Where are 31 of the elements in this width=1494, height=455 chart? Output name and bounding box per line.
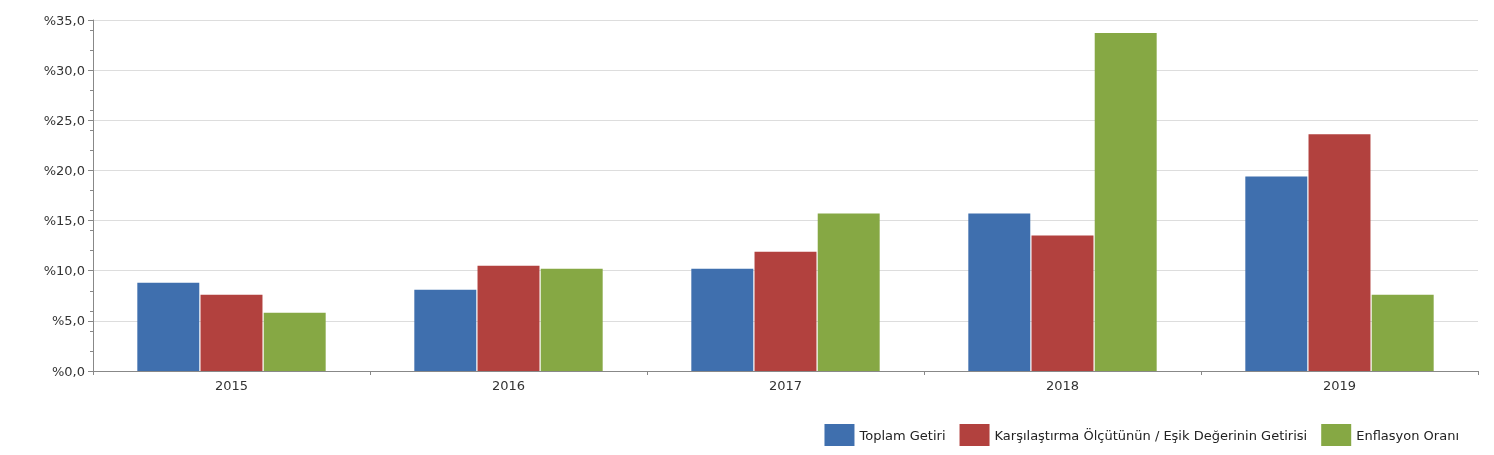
legend-label: Karşılaştırma Ölçütünün / Eşik Değerinin Getirisi	[994, 426, 1308, 443]
y-tick-label: %15,0	[43, 213, 85, 229]
bar	[263, 312, 326, 371]
bar	[691, 268, 754, 371]
y-tick-label: %20,0	[43, 162, 85, 178]
bar	[754, 251, 817, 371]
bar	[1371, 294, 1434, 371]
y-tick-label: %35,0	[43, 12, 85, 28]
y-tick-label: %5,0	[51, 313, 85, 329]
bar	[968, 213, 1031, 371]
legend-label: Toplam Getiri	[858, 427, 946, 443]
bar	[1031, 235, 1094, 371]
bar	[200, 294, 263, 371]
bar	[1094, 33, 1157, 371]
bar	[817, 213, 880, 371]
bar	[414, 289, 477, 371]
y-tick-label: %0,0	[51, 363, 85, 379]
bar	[137, 282, 200, 371]
legend-label: Enflasyon Oranı	[1356, 427, 1459, 443]
bar	[477, 265, 540, 371]
x-tick-label: 2015	[214, 378, 249, 393]
x-tick-label: 2018	[1045, 378, 1080, 393]
bar	[1245, 176, 1308, 371]
bar	[1308, 134, 1371, 371]
y-tick-label: %25,0	[43, 112, 85, 128]
x-tick-label: 2016	[491, 378, 526, 393]
y-tick-label: %10,0	[43, 263, 85, 279]
y-tick-label: %30,0	[43, 62, 85, 78]
x-tick-label: 2019	[1322, 378, 1357, 393]
bar	[540, 268, 603, 371]
x-tick-label: 2017	[768, 378, 803, 393]
